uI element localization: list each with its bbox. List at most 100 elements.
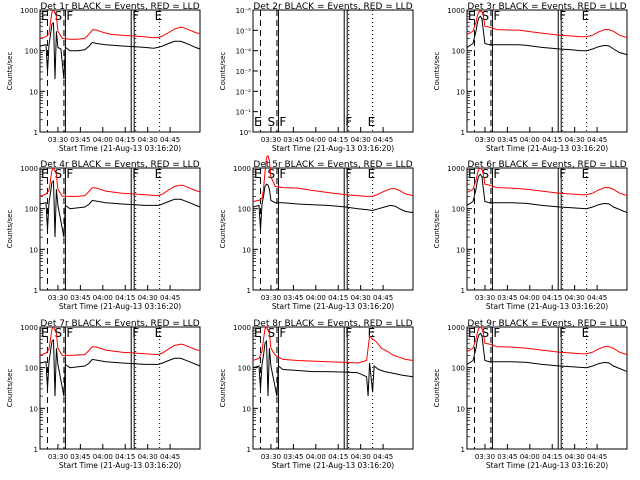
subplot-det7: Det 7r BLACK = Events, RED = LLD 1 10 100 10… (6, 319, 201, 470)
event-marker-label: F (559, 167, 566, 181)
y-axis-label: Counts/sec (219, 210, 227, 249)
plot-frame (252, 326, 414, 450)
subplot-title: Det 5r BLACK = Events, RED = LLD (253, 160, 412, 170)
y-tick-label: 1 (247, 287, 251, 295)
x-tick-label: 03:30 (48, 453, 68, 461)
x-axis-label: Start Time (21-Aug-13 03:16:20) (272, 144, 394, 153)
y-tick-label: 1000 (447, 7, 465, 15)
event-marker-label: E (582, 167, 590, 181)
subplot-title: Det 3r BLACK = Events, RED = LLD (467, 2, 626, 12)
event-marker-label: E (41, 326, 49, 340)
event-marker-label: F (559, 326, 566, 340)
y-tick-label: 10⁻⁶ (236, 7, 252, 15)
x-tick-label: 04:00 (93, 294, 113, 302)
y-axis-label: Counts/sec (219, 52, 227, 91)
y-tick-label: 1 (34, 287, 38, 295)
y-axis-label: Counts/sec (433, 210, 441, 249)
event-marker-label: S (54, 9, 62, 23)
y-tick-label: 10 (456, 88, 465, 96)
event-marker-label: E (155, 167, 163, 181)
x-tick-label: 04:30 (351, 136, 371, 144)
events-series-line (39, 180, 201, 238)
event-marker-label: F (493, 326, 500, 340)
x-tick-label: 04:15 (542, 453, 562, 461)
event-marker-label: S (267, 167, 275, 181)
event-marker-label: S (54, 167, 62, 181)
y-tick-label: 10 (242, 246, 251, 254)
event-marker-label: F (66, 9, 73, 23)
y-axis-label: Counts/sec (433, 369, 441, 408)
x-axis-label: Start Time (21-Aug-13 03:16:20) (486, 144, 608, 153)
event-marker-label: E (155, 326, 163, 340)
event-marker-label: E (368, 326, 376, 340)
event-marker-label: E (254, 167, 262, 181)
y-tick-label: 10 (456, 405, 465, 413)
subplot-det3: Det 3r BLACK = Events, RED = LLD 1 10 100 10… (433, 2, 628, 153)
event-marker-label: F (66, 167, 73, 181)
subplot-det8: Det 8r BLACK = Events, RED = LLD 1 10 100 10… (219, 319, 414, 470)
x-axis-label: Start Time (21-Aug-13 03:16:20) (272, 302, 394, 311)
y-tick-label: 10 (29, 246, 38, 254)
y-tick-label: 1000 (20, 165, 38, 173)
x-tick-label: 03:45 (70, 294, 90, 302)
events-series-line (466, 15, 628, 56)
x-tick-label: 04:00 (520, 294, 540, 302)
event-marker-label: S (54, 326, 62, 340)
x-tick-label: 04:45 (587, 136, 607, 144)
lld-series-line (39, 167, 201, 197)
y-tick-label: 10 (242, 405, 251, 413)
x-tick-label: 03:45 (70, 136, 90, 144)
x-axis-label: Start Time (21-Aug-13 03:16:20) (486, 302, 608, 311)
event-marker-label: F (559, 9, 566, 23)
x-tick-label: 04:45 (587, 294, 607, 302)
events-series-line (466, 173, 628, 214)
plot-frame (466, 326, 628, 450)
x-tick-label: 04:00 (93, 453, 113, 461)
y-tick-label: 1 (34, 129, 38, 137)
events-series-line (466, 332, 628, 373)
y-tick-label: 10 (456, 246, 465, 254)
y-tick-label: 1 (34, 446, 38, 454)
x-tick-label: 03:30 (475, 136, 495, 144)
x-axis-label: Start Time (21-Aug-13 03:16:20) (486, 461, 608, 470)
event-marker-label: S (267, 115, 275, 129)
plot-frame (39, 9, 201, 133)
x-tick-label: 03:30 (261, 453, 281, 461)
event-marker-label: F (132, 9, 139, 23)
x-tick-label: 04:15 (328, 453, 348, 461)
x-tick-label: 04:45 (373, 136, 393, 144)
lld-series-line (466, 167, 628, 197)
y-tick-label: 1000 (447, 324, 465, 332)
x-tick-label: 04:00 (93, 136, 113, 144)
lld-series-line (252, 326, 414, 364)
x-tick-label: 04:15 (542, 294, 562, 302)
subplot-title: Det 7r BLACK = Events, RED = LLD (40, 319, 199, 329)
x-tick-label: 04:30 (565, 453, 585, 461)
subplot-det1: Det 1r BLACK = Events, RED = LLD 1 10 100 10… (6, 2, 201, 153)
y-tick-label: 1000 (20, 324, 38, 332)
x-tick-label: 04:45 (373, 453, 393, 461)
plot-frame (252, 167, 414, 291)
y-tick-label: 1000 (233, 165, 251, 173)
lld-series-line (252, 154, 414, 202)
plot-frame (39, 326, 201, 450)
x-tick-label: 03:30 (475, 294, 495, 302)
x-tick-label: 03:30 (48, 136, 68, 144)
event-marker-label: E (254, 115, 262, 129)
event-marker-label: F (345, 115, 352, 129)
subplot-det2: Det 2r BLACK = Events, RED = LLD 10⁰ 10⁻¹ 1… (219, 2, 414, 153)
lld-series-line (39, 9, 201, 40)
subplot-title: Det 4r BLACK = Events, RED = LLD (40, 160, 199, 170)
x-tick-label: 03:45 (283, 294, 303, 302)
event-marker-label: F (279, 326, 286, 340)
y-tick-label: 10⁻³ (236, 68, 252, 76)
event-marker-label: S (481, 326, 489, 340)
x-axis-label: Start Time (21-Aug-13 03:16:20) (272, 461, 394, 470)
subplot-det6: Det 6r BLACK = Events, RED = LLD 1 10 100 10… (433, 160, 628, 311)
x-tick-label: 04:15 (328, 294, 348, 302)
event-marker-label: F (132, 326, 139, 340)
x-tick-label: 04:45 (160, 453, 180, 461)
y-tick-label: 10 (29, 88, 38, 96)
y-tick-label: 1000 (233, 324, 251, 332)
plot-frame (39, 167, 201, 291)
